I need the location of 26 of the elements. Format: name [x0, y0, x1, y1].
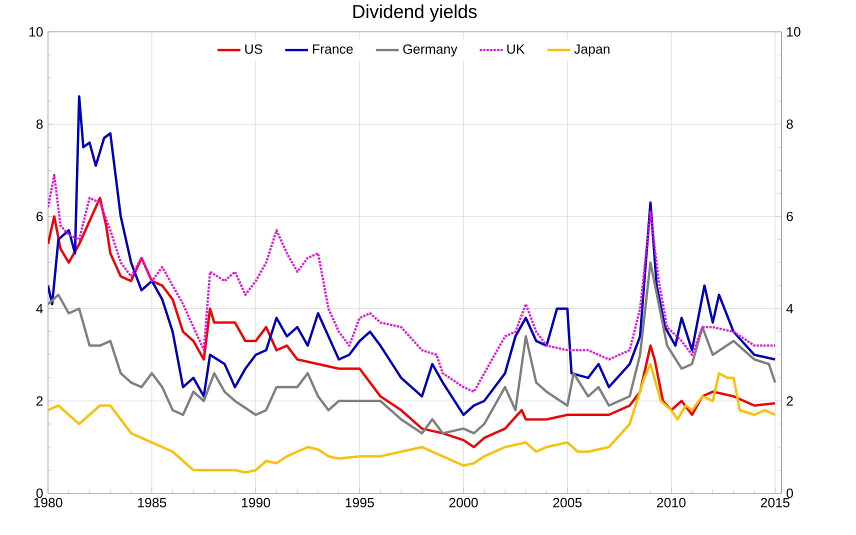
x-tick-label: 1980 — [34, 498, 62, 508]
y-tick-label: 0 — [36, 488, 43, 498]
y-tick-label: 10 — [29, 27, 43, 36]
x-tick-label: 2015 — [760, 498, 790, 508]
legend-label: France — [312, 44, 353, 54]
legend-label: Japan — [574, 44, 610, 56]
x-tick-label: 1990 — [242, 498, 270, 508]
y2-tick-label: 2 — [786, 396, 793, 406]
legend-label: US — [245, 44, 262, 54]
y2-tick-label: 8 — [786, 119, 793, 129]
y-tick-label: 4 — [36, 304, 43, 314]
chart-title: Dividend yields — [353, 4, 477, 22]
x-tick-label: 2000 — [449, 498, 478, 508]
x-tick-label: 2010 — [657, 498, 686, 508]
x-tick-label: 1985 — [138, 498, 166, 508]
y-tick-label: 8 — [36, 119, 43, 129]
y2-tick-label: 4 — [786, 304, 794, 314]
legend-label: Germany — [403, 44, 458, 56]
legend-label: UK — [507, 44, 525, 54]
x-tick-label: 2005 — [553, 498, 582, 508]
y-tick-label: 2 — [36, 396, 43, 406]
y2-tick-label: 6 — [786, 212, 793, 222]
y2-tick-label: 0 — [786, 488, 793, 498]
x-tick-label: 1995 — [346, 498, 374, 508]
y-tick-label: 6 — [36, 212, 43, 222]
y2-tick-label: 10 — [787, 27, 800, 36]
